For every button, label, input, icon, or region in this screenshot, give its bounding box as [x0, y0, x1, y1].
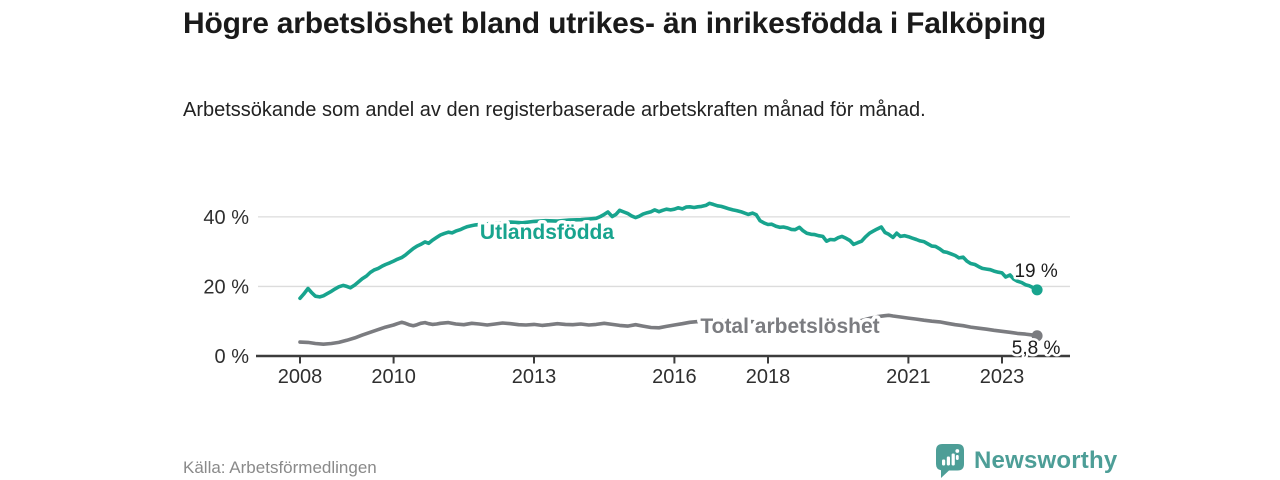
page-title: Högre arbetslöshet bland utrikes- än inr…	[183, 7, 1046, 40]
y-tick-label: 0 %	[215, 346, 250, 368]
x-tick-labels: 2008 2010 2013 2016 2018 2021 2023	[278, 366, 1025, 388]
newsworthy-bubble-chart-icon	[936, 444, 964, 478]
source-note: Källa: Arbetsförmedlingen	[183, 458, 377, 477]
x-tick-marks	[299, 356, 1003, 364]
x-tick-label: 2016	[652, 366, 697, 388]
series-line-utlandsfodda	[298, 201, 1039, 301]
x-tick-label: 2010	[371, 366, 416, 388]
x-tick-label: 2023	[980, 366, 1025, 388]
x-tick-label: 2018	[746, 366, 791, 388]
series-end-dot-total	[1031, 330, 1043, 342]
gridlines	[258, 216, 1070, 288]
newsworthy-logo[interactable]: Newsworthy	[936, 444, 1117, 478]
series-end-dot-utlandsfodda	[1031, 284, 1043, 296]
brand-name: Newsworthy	[974, 447, 1118, 474]
x-tick-label: 2013	[512, 366, 557, 388]
x-tick-label: 2008	[278, 366, 323, 388]
series-line-total	[298, 313, 1039, 347]
series-label-total: Total arbetslöshet	[700, 315, 879, 338]
end-value-label-total: 5,8 %	[1012, 338, 1061, 359]
y-tick-label: 20 %	[203, 276, 249, 298]
end-value-label-utlandsfodda: 19 %	[1014, 261, 1057, 282]
y-tick-labels: 0 % 20 % 40 %	[203, 207, 249, 368]
y-tick-label: 40 %	[203, 207, 249, 229]
x-tick-label: 2021	[886, 366, 931, 388]
chart-subtitle: Arbetssökande som andel av den registerb…	[183, 99, 926, 121]
series-label-utlandsfodda: Utlandsfödda	[480, 221, 614, 244]
